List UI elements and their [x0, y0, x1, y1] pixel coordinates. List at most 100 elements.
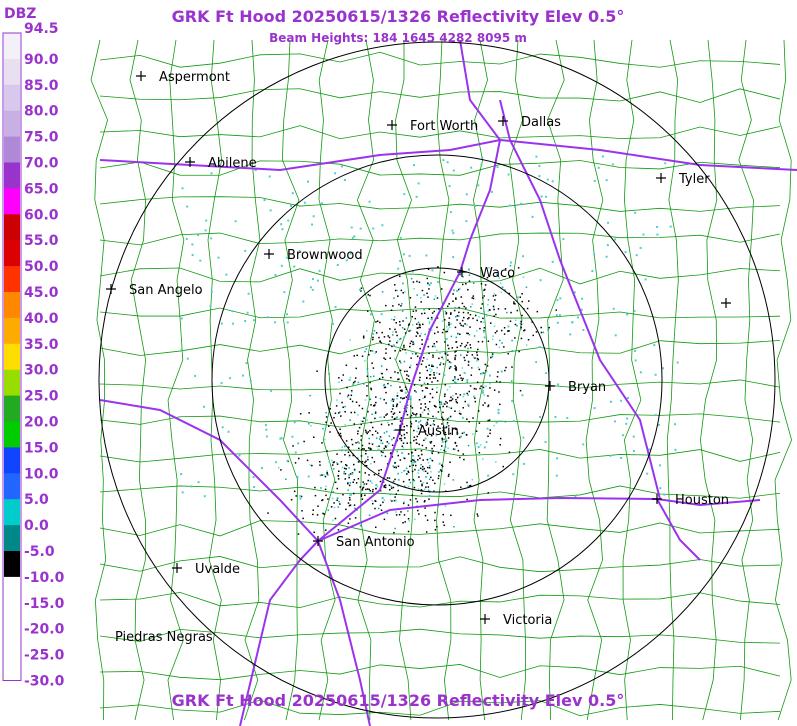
- echo: [655, 225, 658, 228]
- echo: [402, 521, 404, 524]
- echo: [489, 382, 491, 385]
- echo: [462, 395, 465, 398]
- echo: [362, 335, 365, 337]
- echo: [471, 478, 474, 481]
- echo: [420, 424, 422, 426]
- echo: [448, 367, 451, 370]
- echo: [425, 424, 428, 427]
- legend-label: 60.0: [24, 207, 59, 223]
- echo: [495, 343, 498, 346]
- echo: [446, 161, 449, 164]
- echo: [454, 377, 457, 380]
- echo: [389, 340, 391, 342]
- echo: [407, 470, 409, 473]
- echo: [402, 457, 405, 459]
- echo: [593, 253, 596, 256]
- echo: [351, 443, 354, 446]
- echo: [334, 172, 337, 175]
- echo: [403, 346, 405, 348]
- echo: [405, 396, 408, 398]
- echo: [400, 417, 403, 419]
- echo: [364, 494, 366, 497]
- echo: [426, 423, 429, 425]
- echo: [483, 394, 485, 396]
- echo: [374, 412, 377, 414]
- echo: [336, 497, 339, 500]
- echo: [467, 364, 470, 366]
- echo: [430, 434, 433, 437]
- echo: [336, 499, 338, 502]
- echo: [442, 363, 445, 365]
- echo: [626, 313, 629, 316]
- echo: [354, 517, 357, 519]
- echo: [404, 332, 407, 334]
- echo: [405, 317, 408, 319]
- echo: [432, 479, 434, 482]
- echo: [441, 356, 443, 359]
- echo: [404, 457, 406, 460]
- echo: [365, 464, 368, 467]
- echo: [432, 423, 434, 425]
- echo: [487, 310, 490, 312]
- echo: [388, 442, 390, 445]
- echo: [522, 276, 525, 278]
- echo: [419, 326, 421, 329]
- echo: [390, 318, 393, 321]
- echo: [454, 357, 456, 359]
- echo: [393, 412, 396, 414]
- echo: [335, 462, 338, 464]
- echo: [444, 352, 447, 354]
- echo: [436, 366, 438, 369]
- echo: [303, 440, 305, 443]
- echo: [404, 386, 407, 388]
- echo: [401, 327, 404, 329]
- echo: [487, 299, 490, 301]
- echo: [469, 326, 471, 328]
- echo: [441, 465, 444, 468]
- echo: [480, 163, 483, 166]
- legend-label: 10.0: [24, 466, 59, 482]
- echo: [393, 499, 396, 502]
- echo: [447, 328, 449, 330]
- echo: [410, 423, 413, 425]
- echo: [626, 397, 629, 400]
- echo: [366, 368, 369, 370]
- echo: [438, 373, 441, 375]
- echo: [380, 342, 382, 344]
- echo: [333, 506, 336, 509]
- echo: [430, 440, 433, 443]
- echo: [346, 395, 349, 398]
- echo: [440, 401, 443, 404]
- city-marker: [480, 614, 490, 624]
- echo: [347, 446, 350, 449]
- echo: [465, 344, 468, 347]
- echo: [455, 368, 458, 371]
- echo: [485, 369, 487, 372]
- echo: [492, 335, 494, 337]
- echo: [364, 472, 367, 474]
- echo: [411, 352, 414, 355]
- echo: [489, 387, 491, 389]
- echo: [466, 392, 468, 395]
- echo: [379, 436, 382, 438]
- echo: [467, 288, 469, 291]
- echo: [461, 275, 464, 278]
- echo: [428, 364, 430, 367]
- echo: [384, 386, 387, 389]
- echo: [508, 276, 511, 278]
- echo: [448, 324, 450, 326]
- legend-label: -15.0: [24, 596, 65, 612]
- echo: [441, 423, 443, 425]
- echo: [496, 330, 498, 332]
- echo: [398, 320, 401, 323]
- county-line: [99, 51, 781, 68]
- echo: [383, 486, 386, 488]
- county-line: [99, 267, 781, 285]
- echo: [410, 405, 412, 407]
- echo: [536, 310, 539, 313]
- echo: [409, 342, 412, 345]
- echo: [472, 433, 474, 435]
- echo: [427, 317, 429, 320]
- echo: [365, 460, 367, 462]
- echo: [461, 283, 464, 286]
